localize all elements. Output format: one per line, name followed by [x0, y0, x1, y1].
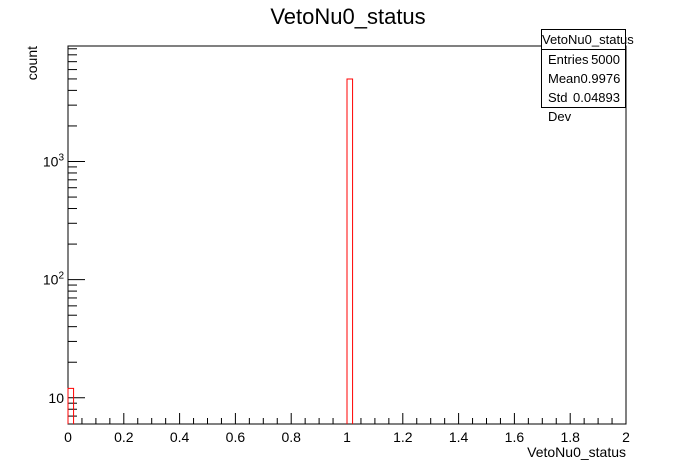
x-tick-label: 2	[622, 429, 630, 445]
stats-value: 0.04893	[573, 90, 620, 105]
stats-box: VetoNu0_status Entries 5000 Mean 0.9976 …	[541, 29, 634, 124]
stats-row-entries: Entries 5000	[542, 50, 625, 69]
stats-label: Entries	[548, 52, 589, 67]
x-tick-label: 0.4	[170, 429, 190, 445]
stats-label: Mean	[548, 71, 581, 86]
y-axis-label: count	[24, 46, 40, 80]
y-tick-label: 103	[43, 153, 65, 170]
x-tick-label: 1.4	[449, 429, 469, 445]
stats-row-mean: Mean 0.9976	[542, 69, 625, 88]
histogram-bar	[67, 387, 75, 424]
x-tick-label: 0.8	[281, 429, 301, 445]
x-tick-label: 1.6	[505, 429, 525, 445]
stats-label: Std Dev	[548, 90, 572, 124]
x-axis-label: VetoNu0_status	[527, 444, 626, 460]
stats-title: VetoNu0_status	[542, 30, 634, 50]
x-tick-label: 1.2	[393, 429, 413, 445]
chart-title: VetoNu0_status	[270, 4, 426, 29]
x-tick-label: 1	[343, 429, 351, 445]
histogram-bar	[346, 78, 354, 424]
x-tick-label: 0.2	[114, 429, 134, 445]
x-tick-label: 0	[64, 429, 72, 445]
stats-value: 0.9976	[580, 71, 621, 86]
stats-value: 5000	[591, 52, 620, 67]
y-tick-label: 102	[43, 271, 65, 288]
y-tick-label: 10	[48, 390, 64, 406]
x-tick-label: 0.6	[226, 429, 246, 445]
stats-row-stddev: Std Dev 0.04893	[542, 88, 625, 124]
x-tick-label: 1.8	[560, 429, 580, 445]
